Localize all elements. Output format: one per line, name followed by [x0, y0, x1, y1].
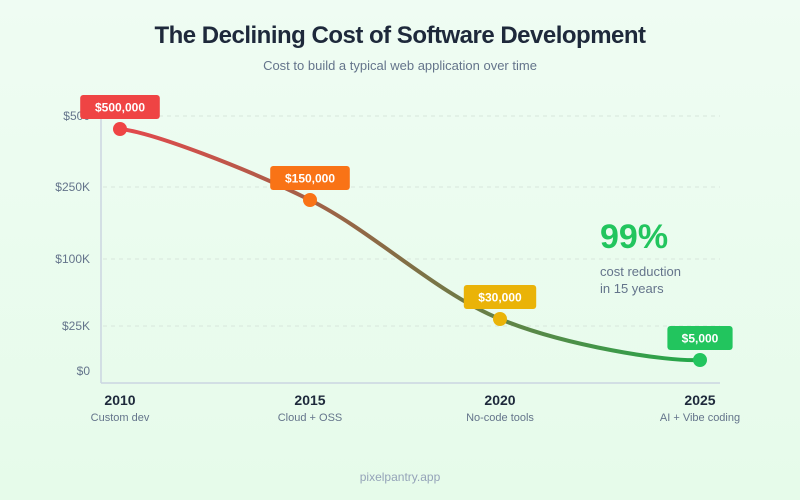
- data-label: $5,000: [682, 332, 719, 346]
- data-point: [693, 353, 707, 367]
- series-line: [118, 127, 702, 363]
- data-label-box: [463, 285, 537, 309]
- callout-line2: in 15 years: [600, 281, 664, 296]
- y-tick-label: $100K: [55, 252, 90, 266]
- chart-title: The Declining Cost of Software Developme…: [154, 22, 646, 49]
- x-tick-sublabel: AI + Vibe coding: [660, 412, 740, 424]
- callout-line1: cost reduction: [600, 264, 681, 279]
- data-label: $500,000: [95, 101, 145, 115]
- data-label-box: [667, 326, 733, 350]
- y-tick-label: $250K: [55, 180, 90, 194]
- data-label-box: [270, 166, 350, 190]
- data-point: [303, 193, 317, 207]
- y-tick-label: $0: [77, 364, 91, 378]
- data-label: $150,000: [285, 172, 335, 186]
- data-point: [113, 122, 127, 136]
- x-tick-sublabel: No-code tools: [466, 412, 534, 424]
- callout-text: cost reduction in 15 years: [600, 263, 720, 297]
- x-tick-sublabel: Cloud + OSS: [278, 412, 343, 424]
- x-tick-sublabel: Custom dev: [91, 412, 150, 424]
- x-tick-label: 2025: [684, 392, 715, 408]
- y-tick-label: $25K: [62, 319, 90, 333]
- data-point: [493, 312, 507, 326]
- chart-subtitle: Cost to build a typical web application …: [263, 58, 537, 73]
- x-tick-label: 2020: [484, 392, 515, 408]
- data-label-box: [80, 95, 160, 119]
- footer-brand: pixelpantry.app: [359, 470, 441, 484]
- data-label: $30,000: [478, 291, 522, 305]
- x-tick-label: 2015: [294, 392, 325, 408]
- x-tick-label: 2010: [104, 392, 135, 408]
- callout-value: 99%: [600, 218, 669, 256]
